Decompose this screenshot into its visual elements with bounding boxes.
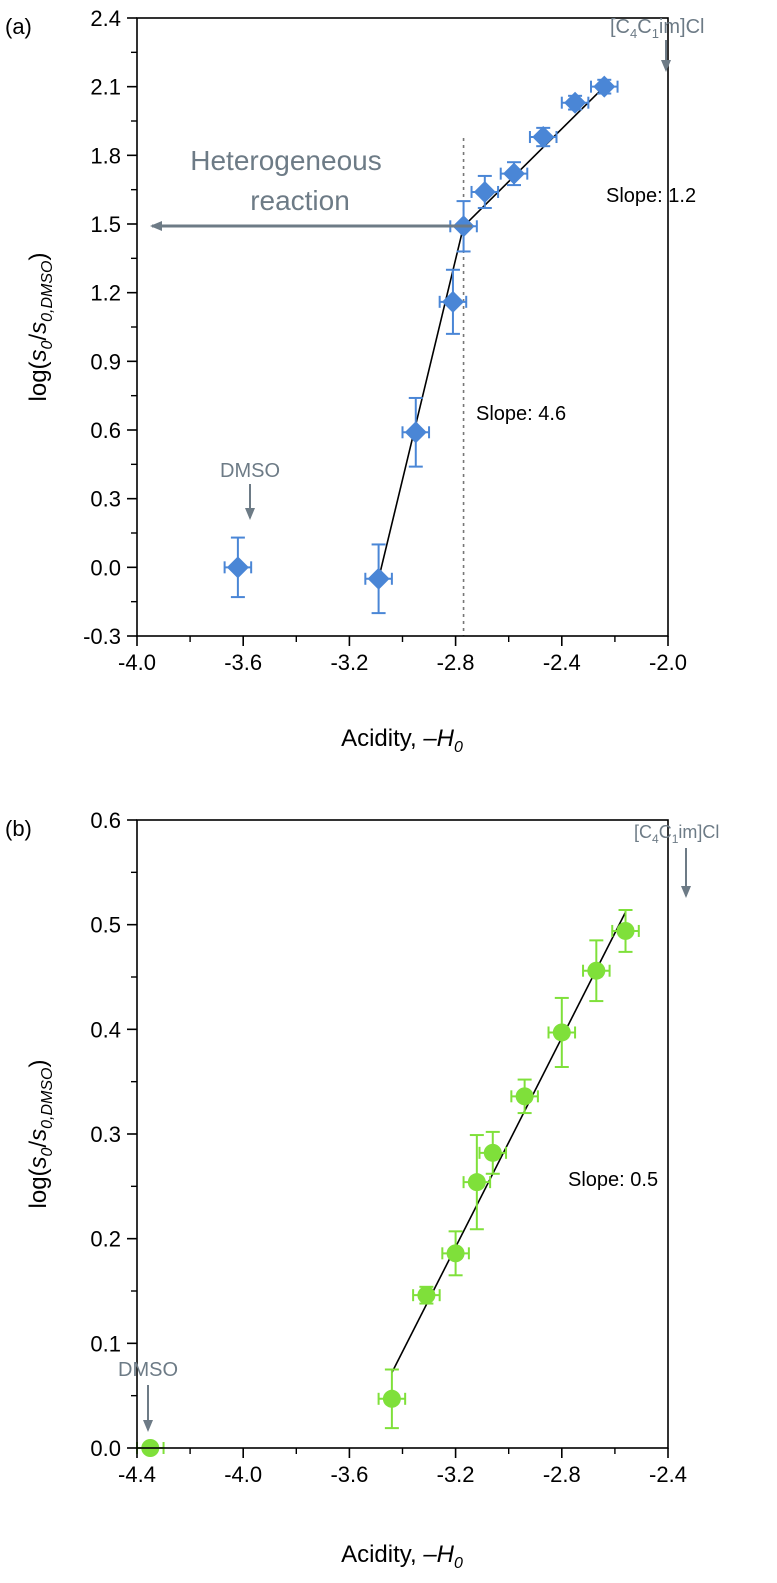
panel-b-label: (b) (5, 816, 32, 841)
a-y-tick-label: 2.4 (90, 6, 121, 31)
a-data-point (590, 75, 619, 98)
b-marker (587, 961, 606, 980)
b-x-tick-label: -3.2 (437, 1462, 475, 1487)
b-y-tick-label: 0.4 (90, 1017, 121, 1042)
a-y-tick-label: 1.2 (90, 281, 121, 306)
a-y-tick-label: 0.6 (90, 418, 121, 443)
a-marker (226, 556, 249, 579)
panel-a-y-axis-title: log(s0/s0,DMSO) (25, 253, 56, 402)
a-marker (367, 567, 390, 590)
a-y-tick-label: 0.3 (90, 487, 121, 512)
panel-a-plot-frame (136, 17, 669, 637)
a-x-tick-label: -2.4 (543, 650, 581, 675)
b-y-tick-label: 0.0 (90, 1436, 121, 1461)
b-data-point (462, 1134, 492, 1231)
panel-a-x-axis-title: Acidity, –H0 (341, 725, 463, 756)
b-marker (417, 1286, 436, 1305)
a-data-point (364, 543, 393, 615)
a-x-tick-label: -3.2 (330, 650, 368, 675)
a-y-tick-label: 2.1 (90, 75, 121, 100)
a-marker (593, 75, 616, 98)
a-data-point (438, 268, 468, 335)
b-marker (552, 1023, 571, 1042)
panel-b-plot-frame (136, 819, 669, 1449)
a-data-point (401, 396, 431, 468)
panel-a-fit-lines (377, 86, 605, 636)
a-marker (532, 126, 555, 149)
b-marker (515, 1087, 534, 1106)
b-y-tick-label: 0.3 (90, 1122, 121, 1147)
b-marker (616, 921, 635, 940)
a-fit-line (377, 226, 465, 579)
a-data-point (528, 126, 558, 149)
b-x-tick-label: -4.0 (224, 1462, 262, 1487)
b-marker (446, 1244, 465, 1263)
a-x-tick-label: -2.0 (649, 650, 687, 675)
b-marker (467, 1173, 486, 1192)
panel-a-label: (a) (5, 14, 32, 39)
a-x-tick-label: -2.8 (437, 650, 475, 675)
a-x-tick-label: -3.6 (224, 650, 262, 675)
b-data-point (441, 1230, 470, 1277)
panel-b-data-points (136, 909, 640, 1457)
a-data-point (470, 174, 500, 209)
a-data-point (499, 161, 529, 187)
panel-a-compound-label: [C4C1im]Cl (610, 16, 704, 41)
panel-b: (b) -4.4 -4.0 -3.6 -3.2 -2.8 -2.4 0.0 0.1 0.2 0.3… (5, 808, 719, 1572)
b-y-tick-label: 0.2 (90, 1227, 121, 1252)
b-marker (483, 1143, 502, 1162)
b-x-tick-label: -2.4 (649, 1462, 687, 1487)
a-marker (404, 421, 427, 444)
a-marker (564, 91, 587, 114)
b-x-tick-label: -3.6 (330, 1462, 368, 1487)
a-data-point (560, 91, 590, 114)
b-data-point (377, 1368, 407, 1430)
a-marker (473, 180, 496, 203)
panel-a: (a) -4.0 -3.6 -3.2 -2.8 -2.4 -2.0 -0.3 0.0 0.3 0.… (5, 6, 704, 756)
b-y-tick-label: 0.5 (90, 913, 121, 938)
panel-a-heterogeneous-label-line1: Heterogeneous (190, 145, 381, 176)
b-data-point (510, 1078, 539, 1115)
b-data-point (478, 1130, 508, 1175)
panel-b-dmso-label: DMSO (118, 1359, 178, 1381)
panel-b-slope-label: Slope: 0.5 (568, 1169, 658, 1191)
b-data-point (412, 1285, 441, 1305)
panel-a-heterogeneous-label-line2: reaction (250, 185, 350, 216)
b-data-point (611, 909, 640, 953)
panel-b-y-axis-title: log(s0/s0,DMSO) (25, 1060, 56, 1209)
a-x-tick-label: -4.0 (118, 650, 156, 675)
panel-a-data-points (223, 75, 619, 615)
panel-b-ticks: -4.4 -4.0 -3.6 -3.2 -2.8 -2.4 0.0 0.1 0.2 0.3 0.4 0… (90, 808, 687, 1487)
panel-a-slope-lower: Slope: 4.6 (476, 403, 566, 425)
b-x-tick-label: -4.4 (118, 1462, 156, 1487)
b-data-point (547, 996, 577, 1069)
b-marker (382, 1389, 401, 1408)
a-y-tick-label: 0.0 (90, 555, 121, 580)
a-y-tick-label: 1.5 (90, 212, 121, 237)
b-data-point (582, 939, 611, 1003)
a-y-tick-label: 1.8 (90, 143, 121, 168)
b-x-tick-label: -2.8 (543, 1462, 581, 1487)
a-y-tick-label: -0.3 (83, 624, 121, 649)
b-y-tick-label: 0.6 (90, 808, 121, 833)
panel-a-slope-upper: Slope: 1.2 (606, 185, 696, 207)
b-y-tick-label: 0.1 (90, 1331, 121, 1356)
a-data-point (223, 536, 253, 599)
panel-b-compound-label: [C4C1im]Cl (634, 822, 719, 846)
a-marker (441, 290, 464, 313)
a-marker (503, 162, 526, 185)
a-y-tick-label: 0.9 (90, 349, 121, 374)
panel-a-dmso-label: DMSO (220, 460, 280, 482)
panel-a-ticks: -4.0 -3.6 -3.2 -2.8 -2.4 -2.0 -0.3 0.0 0.3 0.6 0.9… (83, 6, 687, 675)
panel-b-x-axis-title: Acidity, –H0 (341, 1541, 463, 1572)
